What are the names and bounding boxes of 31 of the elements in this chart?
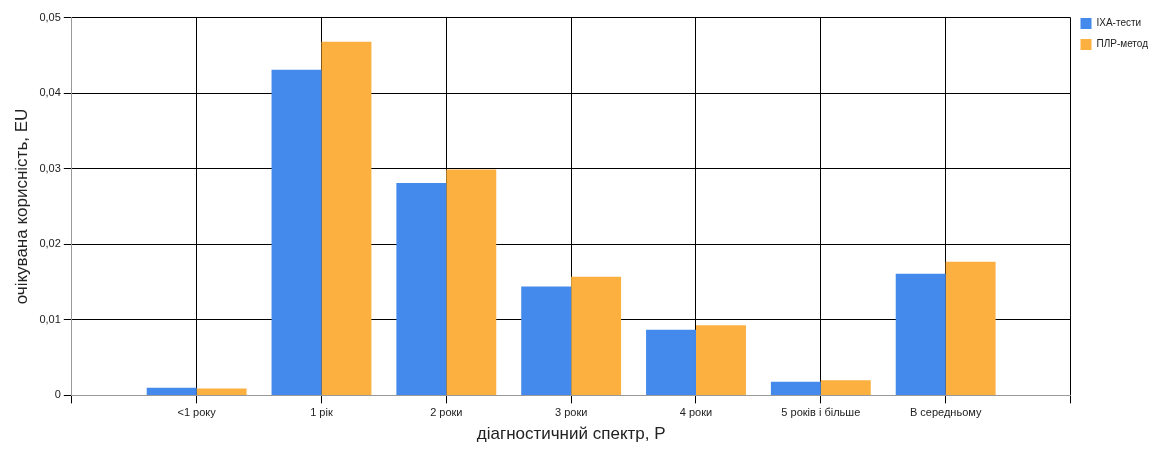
x-tick-label: 5 років і більше — [781, 406, 861, 419]
bar — [571, 276, 622, 395]
bar — [820, 380, 871, 395]
bar — [770, 381, 821, 395]
bar — [446, 169, 497, 395]
bar — [396, 183, 447, 395]
y-tick-label: 0,01 — [39, 312, 61, 325]
x-tick-label: 1 рік — [310, 406, 333, 419]
x-tick-label: 2 роки — [430, 406, 463, 419]
bar — [146, 387, 197, 395]
y-tick-label: 0,03 — [39, 161, 61, 174]
bar — [196, 388, 247, 395]
y-tick-label: 0,05 — [39, 10, 61, 23]
y-axis-title: очікувана корисність, EU — [11, 108, 31, 305]
bar — [895, 273, 946, 395]
bar — [945, 261, 996, 395]
y-tick-label: 0,02 — [39, 237, 61, 250]
x-axis-title: діагностичний спектр, P — [476, 424, 666, 444]
x-tick-label: 4 роки — [679, 406, 713, 419]
y-tick-label: 0,04 — [39, 86, 61, 99]
legend-label: ПЛР-метод — [1096, 38, 1149, 50]
bar — [646, 329, 696, 395]
x-tick-label: 3 роки — [554, 406, 588, 419]
legend-label: ІХА-тести — [1096, 17, 1142, 29]
x-tick-label: В середньому — [909, 406, 982, 419]
y-tick-label: 0 — [54, 388, 61, 401]
x-tick-label: <1 року — [177, 406, 217, 419]
bar — [321, 41, 372, 395]
bar — [521, 286, 572, 395]
bar — [271, 69, 322, 395]
bar — [695, 325, 746, 395]
